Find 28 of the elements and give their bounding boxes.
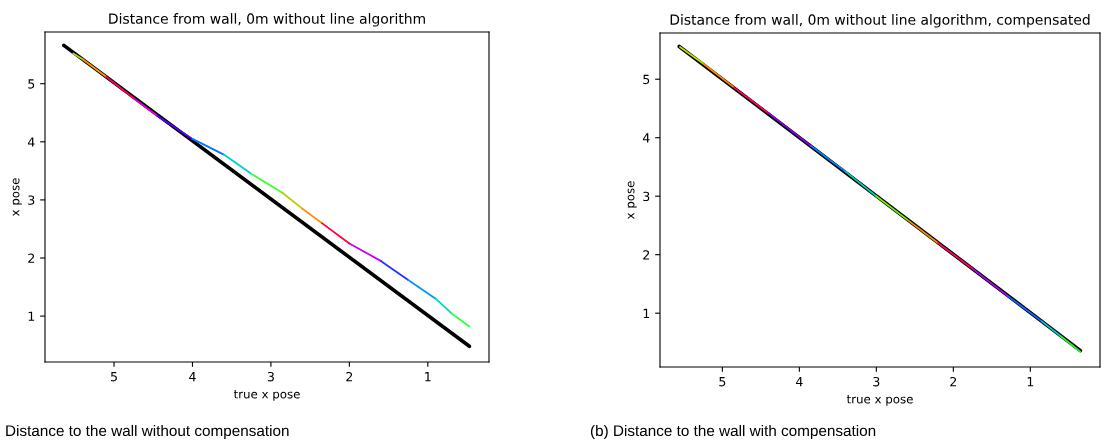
- y-tick-label: 2: [28, 253, 35, 263]
- y-tick-label: 3: [643, 191, 650, 202]
- y-tick-label: 2: [643, 250, 650, 260]
- x-axis-title: true x pose: [233, 390, 300, 401]
- x-tick-label: 3: [267, 371, 274, 382]
- chart-title: Distance from wall, 0m without line algorithm, compensated: [670, 14, 1090, 28]
- x-tick-label: 3: [873, 376, 880, 387]
- text: Distance to the wall without compensation: [6, 424, 289, 440]
- x-tick-label: 1: [425, 372, 431, 382]
- text: (b) Distance to the wall with compensation: [590, 424, 876, 440]
- y-tick-label: 4: [642, 133, 650, 143]
- x-tick-label: 2: [950, 376, 957, 387]
- y-tick-label: 4: [27, 137, 35, 147]
- y-tick-label: 5: [28, 79, 35, 89]
- y-tick-label: 1: [643, 308, 650, 318]
- x-tick-label: 4: [189, 372, 196, 382]
- x-axis-title: true x pose: [846, 395, 913, 406]
- y-tick-label: 3: [28, 195, 35, 205]
- y-axis-title: x pose: [12, 178, 22, 217]
- y-tick-label: 1: [28, 311, 35, 321]
- x-tick-label: 5: [111, 372, 117, 382]
- x-tick-label: 5: [719, 377, 726, 387]
- x-tick-label: 4: [795, 377, 803, 387]
- y-axis-title: x pose: [627, 181, 637, 220]
- x-tick-label: 1: [1027, 377, 1034, 387]
- chart-title: Distance from wall, 0m without line algorithm: [109, 13, 425, 27]
- x-tick-label: 2: [346, 371, 353, 382]
- y-tick-label: 5: [643, 74, 650, 85]
